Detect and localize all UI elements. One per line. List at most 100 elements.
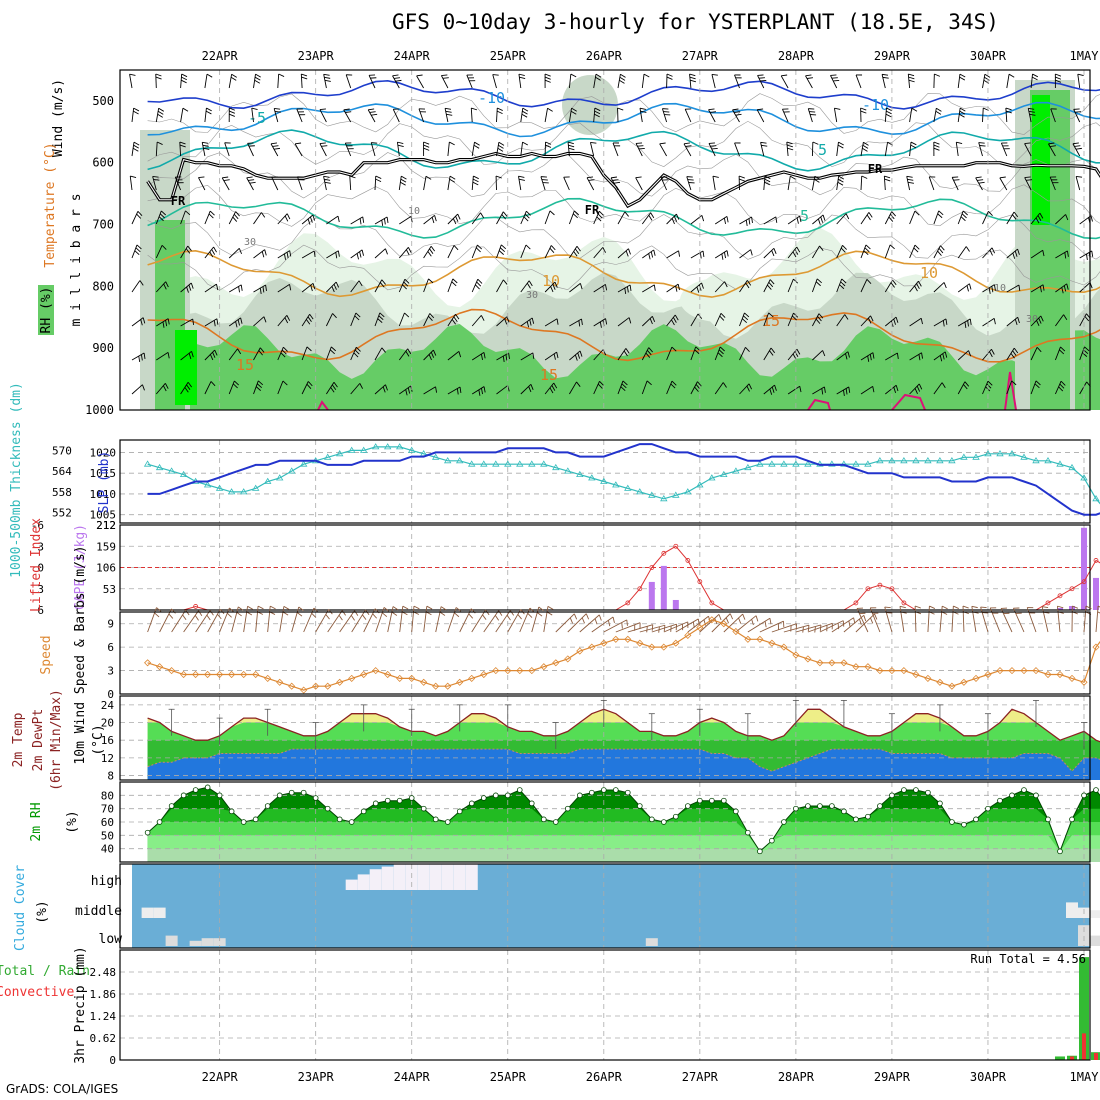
upper-wind-barb-flag <box>867 355 870 362</box>
upper-wind-barb-staff <box>739 383 750 395</box>
cloud-low-cell <box>201 938 214 946</box>
upper-wind-barb-staff <box>246 177 254 191</box>
upper-wind-barb-staff <box>520 142 523 157</box>
wind10m-barb <box>351 609 370 633</box>
upper-wind-barb <box>957 210 968 225</box>
upper-wind-barb <box>247 142 255 157</box>
upper-wind-barb-staff <box>520 244 527 259</box>
upper-wind-barb-flag <box>624 211 629 217</box>
upper-wind-barb <box>836 351 850 361</box>
slp-tick: 1020 <box>90 446 117 459</box>
upper-wind-barb-staff <box>860 279 868 293</box>
rh2m-marker <box>985 805 991 812</box>
upper-wind-barb-staff <box>712 176 716 191</box>
upper-wind-barb-flag <box>989 351 993 358</box>
upper-wind-barb-flag <box>235 321 238 328</box>
upper-wind-barb-flag <box>430 245 436 252</box>
wind10m-barb-flag <box>283 605 290 610</box>
upper-wind-barb-flag <box>179 144 186 148</box>
slp-axis-label: SLP (mb) <box>97 451 112 514</box>
upper-wind-barb <box>782 108 790 123</box>
upper-wind-barb-flag <box>984 73 991 78</box>
temp-units-label: (°C) <box>91 724 106 755</box>
wind10m-barb-flag <box>156 607 162 612</box>
wind-speed-marker <box>948 682 956 690</box>
precip-total-label: Total / Rain <box>0 964 90 979</box>
upper-wind-barb-staff <box>690 346 697 361</box>
cape-bar <box>672 599 679 610</box>
upper-wind-barb-staff <box>156 352 169 361</box>
upper-wind-barb <box>253 380 264 395</box>
upper-wind-barb-staff <box>714 216 728 225</box>
upper-wind-barb <box>836 141 844 157</box>
stability-frame <box>119 524 1091 611</box>
date-label-top: 28APR <box>778 49 815 63</box>
wind10m-barb-flag <box>298 606 304 611</box>
upper-wind-barb <box>1027 107 1036 123</box>
upper-wind-barb <box>131 384 145 395</box>
upper-wind-barb-flag <box>329 349 335 355</box>
upper-wind-barb-flag <box>143 352 146 359</box>
upper-wind-barb-staff <box>812 245 820 259</box>
upper-wind-barb-staff <box>683 143 692 157</box>
upper-wind-barb-flag <box>625 250 629 257</box>
upper-wind-barb-staff <box>520 210 527 225</box>
upper-wind-barb-flag <box>206 73 213 78</box>
upper-wind-barb-staff <box>544 245 552 259</box>
upper-wind-barb <box>198 176 206 191</box>
cape-bar <box>1093 577 1100 610</box>
upper-wind-barb-flag <box>483 386 486 393</box>
thickness-marker <box>876 457 884 464</box>
upper-wind-barb <box>763 216 778 225</box>
upper-wind-barb-staff <box>131 384 143 395</box>
upper-wind-barb-flag <box>799 386 802 393</box>
upper-wind-barb-flag <box>481 388 483 395</box>
upper-wind-barb-staff <box>374 279 383 293</box>
upper-wind-barb-flag <box>968 350 972 357</box>
thickness-marker <box>588 474 596 481</box>
upper-wind-barb-staff <box>370 142 376 157</box>
upper-wind-barb-flag <box>526 321 530 328</box>
upper-wind-barb-flag <box>1017 317 1020 324</box>
wind10m-barb-flag <box>738 617 742 624</box>
upper-wind-barb <box>714 312 726 327</box>
thickness-marker <box>600 477 608 484</box>
upper-wind-barb-flag <box>472 178 479 183</box>
upper-wind-barb-staff <box>396 142 400 157</box>
upper-wind-barb-flag <box>434 215 437 222</box>
upper-wind-barb-flag <box>620 73 626 78</box>
upper-wind-barb <box>1049 176 1059 191</box>
wind10m-barb-staff <box>447 607 457 633</box>
wind10m-barb <box>387 606 399 633</box>
wind10m-barb-staff <box>159 608 172 633</box>
upper-wind-barb-staff <box>933 382 943 395</box>
thickness-marker <box>1080 474 1088 481</box>
upper-wind-barb-staff <box>812 313 820 327</box>
upper-wind-barb <box>708 108 717 123</box>
upper-wind-barb-staff <box>277 213 288 225</box>
upper-wind-barb-flag <box>872 386 875 393</box>
upper-wind-barb-flag <box>1059 383 1065 389</box>
wind10m-barb-flag <box>509 610 515 616</box>
upper-wind-barb <box>301 346 312 361</box>
wind10m-barb-staff <box>267 606 271 633</box>
upper-wind-barb <box>708 142 718 157</box>
thickness-marker <box>708 474 716 481</box>
upper-wind-barb-flag <box>134 250 140 256</box>
upper-wind-barb-flag <box>480 353 483 361</box>
upper-wind-barb-flag <box>959 113 965 118</box>
thickness-marker <box>840 460 848 467</box>
upper-wind-barb-flag <box>332 313 337 319</box>
rh2m-marker <box>745 829 751 836</box>
upper-wind-barb-flag <box>907 178 914 181</box>
precip-convective-bar <box>1081 1033 1086 1060</box>
upper-wind-barb-flag <box>1065 214 1069 221</box>
thickness-marker <box>492 460 500 467</box>
upper-wind-barb-staff <box>568 108 572 123</box>
upper-wind-barb-staff <box>374 216 388 225</box>
upper-wind-barb-flag <box>480 212 485 219</box>
upper-wind-barb-flag <box>768 312 774 318</box>
wind-speed-marker <box>972 674 980 682</box>
rh2m-marker <box>1081 792 1087 799</box>
temp-label-15: 15 <box>762 312 780 330</box>
